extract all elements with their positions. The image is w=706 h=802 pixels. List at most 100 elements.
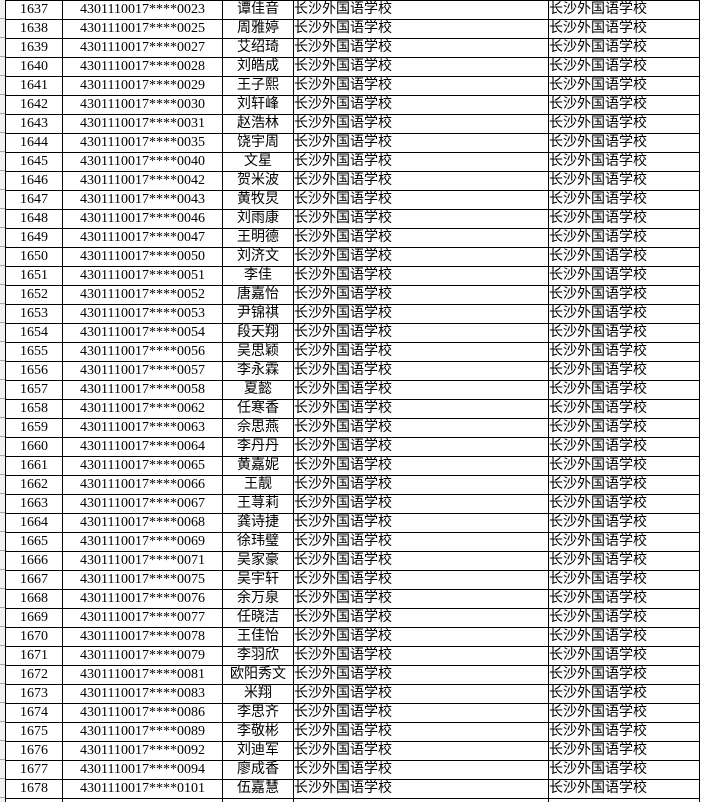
name-cell: 王明德 bbox=[222, 228, 294, 248]
table-row: 1671 4301110017****0079 李羽欣 长沙外国语学校 长沙外国… bbox=[5, 646, 700, 666]
seq-cell: 1648 bbox=[5, 209, 63, 229]
school-cell: 长沙外国语学校 bbox=[293, 228, 549, 248]
seq-cell: 1638 bbox=[5, 19, 63, 39]
school-cell-two: 长沙外国语学校 bbox=[548, 76, 700, 96]
school-cell: 长沙外国语学校 bbox=[293, 266, 549, 286]
school-cell-two: 长沙外国语学校 bbox=[548, 228, 700, 248]
seq-cell: 1658 bbox=[5, 399, 63, 419]
school-cell-two: 长沙外国语学校 bbox=[548, 399, 700, 419]
name-cell: 谭佳音 bbox=[222, 0, 294, 20]
name-cell: 王荨莉 bbox=[222, 494, 294, 514]
school-cell: 长沙外国语学校 bbox=[293, 475, 549, 495]
id-cell: 4301110017****0047 bbox=[62, 228, 223, 248]
seq-cell: 1650 bbox=[5, 247, 63, 267]
school-cell-two: 长沙外国语学校 bbox=[548, 646, 700, 666]
id-cell: 4301110017****0089 bbox=[62, 722, 223, 742]
seq-cell: 1637 bbox=[5, 0, 63, 20]
seq-cell: 1640 bbox=[5, 57, 63, 77]
table-row: 1642 4301110017****0030 刘轩峰 长沙外国语学校 长沙外国… bbox=[5, 95, 700, 115]
name-cell: 王靓 bbox=[222, 475, 294, 495]
id-cell: 4301110017****0092 bbox=[62, 741, 223, 761]
school-cell: 长沙外国语学校 bbox=[293, 722, 549, 742]
school-cell-two: 长沙外国语学校 bbox=[548, 589, 700, 609]
seq-cell: 1664 bbox=[5, 513, 63, 533]
id-cell: 4301110017****0083 bbox=[62, 684, 223, 704]
name-cell: 李思齐 bbox=[222, 703, 294, 723]
seq-cell: 1669 bbox=[5, 608, 63, 628]
table-row: 1660 4301110017****0064 李丹丹 长沙外国语学校 长沙外国… bbox=[5, 437, 700, 457]
seq-cell: 1651 bbox=[5, 266, 63, 286]
school-cell: 长沙外国语学校 bbox=[293, 532, 549, 552]
school-cell: 长沙外国语学校 bbox=[293, 703, 549, 723]
school-cell-two: 长沙外国语学校 bbox=[548, 418, 700, 438]
table-row: 1664 4301110017****0068 龚诗捷 长沙外国语学校 长沙外国… bbox=[5, 513, 700, 533]
school-cell: 长沙外国语学校 bbox=[293, 0, 549, 20]
id-cell: 4301110017****0040 bbox=[62, 152, 223, 172]
school-cell-two: 长沙外国语学校 bbox=[548, 722, 700, 742]
name-cell: 吴思颖 bbox=[222, 342, 294, 362]
table-row: 1638 4301110017****0025 周雅婷 长沙外国语学校 长沙外国… bbox=[5, 19, 700, 39]
seq-cell: 1678 bbox=[5, 779, 63, 799]
table-row: 1663 4301110017****0067 王荨莉 长沙外国语学校 长沙外国… bbox=[5, 494, 700, 514]
seq-cell: 1647 bbox=[5, 190, 63, 210]
table-row: 1654 4301110017****0054 段天翔 长沙外国语学校 长沙外国… bbox=[5, 323, 700, 343]
school-cell: 长沙外国语学校 bbox=[293, 456, 549, 476]
school-cell: 长沙外国语学校 bbox=[293, 152, 549, 172]
name-cell: 李佳 bbox=[222, 266, 294, 286]
id-cell: 4301110017****0056 bbox=[62, 342, 223, 362]
name-cell: 艾绍琦 bbox=[222, 38, 294, 58]
school-cell: 长沙外国语学校 bbox=[293, 342, 549, 362]
school-cell: 长沙外国语学校 bbox=[293, 399, 549, 419]
school-cell-two: 长沙外国语学校 bbox=[548, 342, 700, 362]
name-cell: 周雅婷 bbox=[222, 19, 294, 39]
school-cell-two bbox=[548, 798, 700, 802]
school-cell: 长沙外国语学校 bbox=[293, 323, 549, 343]
id-cell: 4301110017****0054 bbox=[62, 323, 223, 343]
table-row: 1640 4301110017****0028 刘皓成 长沙外国语学校 长沙外国… bbox=[5, 57, 700, 77]
student-list-table: 1637 4301110017****0023 谭佳音 长沙外国语学校 长沙外国… bbox=[5, 0, 700, 802]
id-cell: 4301110017****0057 bbox=[62, 361, 223, 381]
school-cell-two: 长沙外国语学校 bbox=[548, 684, 700, 704]
school-cell: 长沙外国语学校 bbox=[293, 171, 549, 191]
table-row: 1653 4301110017****0053 尹锦祺 长沙外国语学校 长沙外国… bbox=[5, 304, 700, 324]
table-row: 1665 4301110017****0069 徐玮璧 长沙外国语学校 长沙外国… bbox=[5, 532, 700, 552]
table-row: 1668 4301110017****0076 余万泉 长沙外国语学校 长沙外国… bbox=[5, 589, 700, 609]
name-cell: 廖成香 bbox=[222, 760, 294, 780]
seq-cell: 1672 bbox=[5, 665, 63, 685]
school-cell-two: 长沙外国语学校 bbox=[548, 703, 700, 723]
table-row: 1676 4301110017****0092 刘迪军 长沙外国语学校 长沙外国… bbox=[5, 741, 700, 761]
id-cell bbox=[62, 798, 223, 802]
table-row: 1646 4301110017****0042 贺米波 长沙外国语学校 长沙外国… bbox=[5, 171, 700, 191]
id-cell: 4301110017****0046 bbox=[62, 209, 223, 229]
seq-cell: 1643 bbox=[5, 114, 63, 134]
table-row: 1659 4301110017****0063 佘思燕 长沙外国语学校 长沙外国… bbox=[5, 418, 700, 438]
name-cell: 刘皓成 bbox=[222, 57, 294, 77]
name-cell: 伍嘉慧 bbox=[222, 779, 294, 799]
seq-cell: 1666 bbox=[5, 551, 63, 571]
school-cell: 长沙外国语学校 bbox=[293, 38, 549, 58]
seq-cell: 1639 bbox=[5, 38, 63, 58]
name-cell: 刘迪军 bbox=[222, 741, 294, 761]
name-cell: 夏懿 bbox=[222, 380, 294, 400]
school-cell-two: 长沙外国语学校 bbox=[548, 171, 700, 191]
table-row: 1678 4301110017****0101 伍嘉慧 长沙外国语学校 长沙外国… bbox=[5, 779, 700, 799]
name-cell: 贺米波 bbox=[222, 171, 294, 191]
id-cell: 4301110017****0066 bbox=[62, 475, 223, 495]
student-list-body: 1637 4301110017****0023 谭佳音 长沙外国语学校 长沙外国… bbox=[5, 0, 700, 802]
school-cell-two: 长沙外国语学校 bbox=[548, 608, 700, 628]
table-row: 1644 4301110017****0035 饶宇周 长沙外国语学校 长沙外国… bbox=[5, 133, 700, 153]
table-row: 1645 4301110017****0040 文星 长沙外国语学校 长沙外国语… bbox=[5, 152, 700, 172]
id-cell: 4301110017****0050 bbox=[62, 247, 223, 267]
seq-cell: 1673 bbox=[5, 684, 63, 704]
school-cell: 长沙外国语学校 bbox=[293, 608, 549, 628]
school-cell: 长沙外国语学校 bbox=[293, 760, 549, 780]
seq-cell: 1652 bbox=[5, 285, 63, 305]
school-cell-two: 长沙外国语学校 bbox=[548, 304, 700, 324]
table-row: 1675 4301110017****0089 李敬彬 长沙外国语学校 长沙外国… bbox=[5, 722, 700, 742]
id-cell: 4301110017****0067 bbox=[62, 494, 223, 514]
seq-cell: 1671 bbox=[5, 646, 63, 666]
name-cell: 李丹丹 bbox=[222, 437, 294, 457]
school-cell-two: 长沙外国语学校 bbox=[548, 551, 700, 571]
table-row: 1669 4301110017****0077 任晓洁 长沙外国语学校 长沙外国… bbox=[5, 608, 700, 628]
